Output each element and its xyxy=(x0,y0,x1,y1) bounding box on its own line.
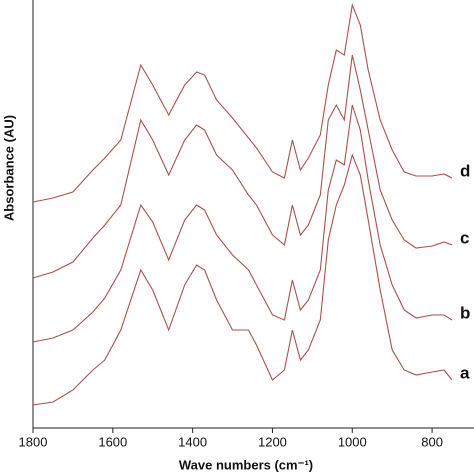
x-tick-label: 800 xyxy=(421,434,443,449)
spectrum-line xyxy=(32,54,453,279)
x-tick-label: 1200 xyxy=(258,434,287,449)
series-label: d xyxy=(460,161,470,180)
x-axis-label: Wave numbers (cm⁻¹) xyxy=(179,457,313,472)
series-label: a xyxy=(460,363,470,382)
spectrum-line xyxy=(32,153,453,406)
x-tick-label: 1000 xyxy=(338,434,367,449)
x-tick-label: 1400 xyxy=(178,434,207,449)
y-axis-label: Absorbance (AU) xyxy=(1,115,16,221)
series-label: b xyxy=(460,303,470,322)
x-tick-label: 1600 xyxy=(98,434,127,449)
series-label: c xyxy=(460,228,469,247)
spectrum-line xyxy=(32,2,453,203)
spectrum-line xyxy=(32,104,453,343)
x-tick-label: 1800 xyxy=(19,434,48,449)
